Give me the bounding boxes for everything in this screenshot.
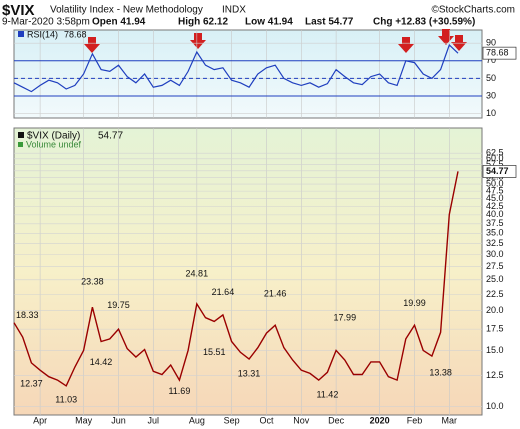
y-tick-label: 30 [486, 90, 496, 100]
y-tick-label: 70 [486, 55, 496, 65]
x-tick-label: Aug [189, 415, 205, 425]
y-tick-label: 47.5 [486, 185, 504, 195]
x-tick-label: Dec [328, 415, 345, 425]
legend-label: RSI(14) [27, 29, 58, 39]
exchange: INDX [222, 5, 246, 16]
extreme-label: 11.69 [168, 386, 190, 396]
y-tick-label: 17.5 [486, 323, 504, 333]
y-tick-label: 30.0 [486, 249, 504, 259]
volume-note: Volume undef [26, 139, 82, 149]
legend-swatch [18, 31, 24, 37]
extreme-label: 21.64 [212, 287, 235, 297]
rsi-line [13, 43, 459, 93]
y-tick-label: 32.5 [486, 238, 504, 248]
extreme-label: 13.38 [429, 368, 452, 378]
x-tick-label: Oct [259, 415, 274, 425]
extreme-label: 15.51 [203, 347, 226, 357]
y-tick-label: 50 [486, 73, 496, 83]
extreme-label: 18.33 [16, 310, 39, 320]
quote-item: Chg +12.83 (+30.59%) [373, 17, 475, 28]
price-line [13, 171, 459, 387]
x-tick-label: Sep [224, 415, 240, 425]
quote-item: Open 41.94 [92, 17, 146, 28]
legend-swatch [18, 132, 24, 138]
extreme-label: 11.42 [316, 389, 338, 399]
quote-item: High 62.12 [178, 17, 228, 28]
y-tick-label: 60.0 [486, 153, 504, 163]
y-tick-label: 57.5 [486, 159, 504, 169]
x-tick-label: May [75, 415, 93, 425]
volume-swatch [18, 142, 23, 147]
x-tick-label: Jun [111, 415, 126, 425]
symbol: $VIX [2, 2, 35, 19]
x-tick-label: 2020 [370, 415, 390, 425]
x-tick-label: Mar [442, 415, 458, 425]
price-panel [13, 127, 483, 416]
last-value-box [482, 165, 517, 178]
legend-label: $VIX (Daily) [27, 131, 80, 142]
extreme-label: 24.81 [186, 268, 209, 278]
last-value: 54.77 [486, 166, 509, 176]
y-tick-label: 37.5 [486, 218, 504, 228]
extreme-label: 13.31 [238, 368, 261, 378]
y-tick-label: 22.5 [486, 289, 504, 299]
extreme-label: 12.37 [20, 378, 43, 388]
y-tick-label: 25.0 [486, 274, 504, 284]
y-tick-label: 50.0 [486, 178, 504, 188]
extreme-label: 23.38 [81, 276, 104, 286]
y-tick-label: 90 [486, 38, 496, 48]
quote-item: Low 41.94 [245, 17, 293, 28]
index-name: Volatility Index - New Methodology [50, 5, 203, 16]
x-tick-label: Apr [33, 415, 47, 425]
legend-value: 78.68 [64, 29, 87, 39]
source: ©StockCharts.com [431, 5, 515, 16]
quote-item: 9-Mar-2020 3:58pm [2, 17, 90, 28]
last-value: 78.68 [486, 48, 509, 58]
extreme-label: 17.99 [334, 313, 357, 323]
y-tick-label: 15.0 [486, 345, 504, 355]
signal-arrows [84, 29, 467, 53]
extreme-label: 11.03 [55, 394, 77, 404]
x-tick-label: Jul [148, 415, 160, 425]
y-tick-label: 62.5 [486, 148, 504, 158]
x-tick-label: Nov [293, 415, 310, 425]
x-tick-label: Feb [407, 415, 423, 425]
y-tick-label: 10 [486, 108, 496, 118]
y-tick-label: 20.0 [486, 305, 504, 315]
y-tick-label: 40.0 [486, 209, 504, 219]
y-tick-label: 27.5 [486, 261, 504, 271]
extreme-label: 21.46 [264, 288, 287, 298]
y-tick-label: 12.5 [486, 370, 504, 380]
y-tick-label: 10.0 [486, 401, 504, 411]
quote-item: Last 54.77 [305, 17, 354, 28]
y-tick-label: 35.0 [486, 228, 504, 238]
y-tick-label: 42.5 [486, 201, 504, 211]
extreme-label: 19.75 [107, 300, 130, 310]
last-value-box [482, 46, 517, 60]
y-tick-label: 45.0 [486, 193, 504, 203]
extreme-label: 19.99 [403, 298, 426, 308]
extreme-label: 14.42 [90, 357, 113, 367]
legend-value: 54.77 [98, 131, 123, 142]
